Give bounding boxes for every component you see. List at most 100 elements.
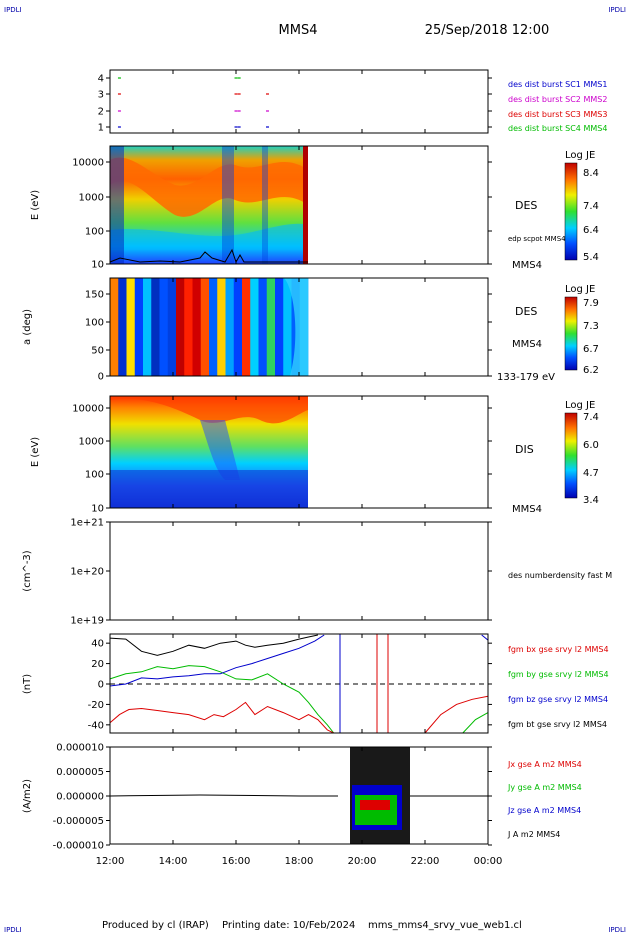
des-pitch-stripe (200, 278, 210, 376)
burst-y-tick-label: 4 (98, 74, 104, 85)
current-y-ticks: 0.000010 0.000005 0.000000 -0.000005 -0.0000… (53, 743, 492, 852)
density-y-tick-label: 1e+19 (70, 616, 104, 627)
panel-des-energy: 10 100 1000 10000 E (eV) DES edp scpot MMS4… (30, 145, 599, 271)
des-pitch-stripe (266, 278, 276, 376)
des-pitch-cbar-tick-0: 7.9 (583, 298, 599, 309)
legend-fgm-bz: fgm bz gse srvy l2 MMS4 (508, 695, 608, 704)
x-tick-label: 22:00 (411, 856, 440, 867)
legend-burst-sc1: des dist burst SC1 MMS1 (508, 80, 607, 89)
des-pitch-edge (284, 278, 308, 376)
fgm-series-line (109, 634, 319, 656)
panel-des-pitch: 0 50 100 150 a (deg) DES MMS4 133-179 eV Lo… (22, 277, 599, 383)
des-pitch-stripe (275, 278, 284, 376)
fgm-y-tick-label: -20 (88, 700, 104, 711)
des-pitch-stripe (134, 278, 144, 376)
legend-jz: Jz gse A m2 MMS4 (507, 806, 581, 815)
des-pitch-stripe (176, 278, 185, 376)
des-pitch-stripe (250, 278, 259, 376)
fgm-y-tick-label: 20 (91, 659, 104, 670)
des-energy-cbar-tick-0: 8.4 (583, 168, 599, 179)
fgm-series-line (424, 695, 489, 734)
current-baseline (109, 794, 338, 797)
legend-burst-sc2: des dist burst SC2 MMS2 (508, 95, 607, 104)
legend-density: des numberdensity fast M (508, 571, 612, 580)
des-pitch-y-tick-label: 100 (85, 318, 104, 329)
spacecraft-title: MMS4 (279, 23, 318, 38)
des-energy-colorbar (564, 162, 578, 261)
fgm-y-ticks: 40 20 0 -20 -40 (88, 639, 492, 731)
time-axis-labels: 12:00 14:00 16:00 18:00 20:00 22:00 00:00 (96, 70, 502, 867)
des-energy-y-tick-label: 1000 (79, 193, 104, 204)
legend-jy: Jy gse A m2 MMS4 (507, 783, 582, 792)
des-energy-stripe (262, 146, 268, 264)
des-pitch-stripe (151, 278, 160, 376)
datetime-title: 25/Sep/2018 12:00 (425, 23, 549, 38)
x-tick-label: 18:00 (285, 856, 314, 867)
dis-energy-sub-label: MMS4 (512, 504, 542, 515)
des-pitch-sub-label: MMS4 (512, 339, 542, 350)
des-energy-sub-label: MMS4 (512, 260, 542, 271)
dis-energy-colorbar-title: Log JE (565, 400, 595, 411)
corner-label-top-left: IPDLI (4, 6, 22, 14)
des-pitch-stripe (209, 278, 218, 376)
fgm-series-line (109, 634, 325, 687)
legend-burst-sc4: des dist burst SC4 MMS4 (508, 124, 607, 133)
des-pitch-stripe (217, 278, 226, 376)
des-energy-colorbar-title: Log JE (565, 150, 595, 161)
des-energy-y-tick-label: 10 (91, 260, 104, 271)
legend-fgm-bt: fgm bt gse srvy l2 MMS4 (508, 720, 607, 729)
current-ylabel: (A/m2) (22, 779, 33, 813)
des-pitch-stripe (143, 278, 152, 376)
dis-energy-y-ticks: 10 100 1000 10000 (72, 404, 492, 515)
dis-energy-colorbar (564, 412, 578, 499)
fgm-series-line (109, 701, 334, 734)
des-energy-y-tick-label: 100 (85, 227, 104, 238)
current-burst-red (360, 800, 390, 810)
legend-jx: Jx gse A m2 MMS4 (507, 760, 582, 769)
dis-energy-y-tick-label: 10000 (72, 404, 104, 415)
dis-energy-y-tick-label: 10 (91, 504, 104, 515)
current-y-tick-label: 0.000005 (56, 767, 104, 778)
des-pitch-stripe (258, 278, 268, 376)
dis-energy-y-tick-label: 1000 (79, 437, 104, 448)
density-y-ticks: 1e+19 1e+20 1e+21 (70, 518, 492, 627)
fgm-y-tick-label: 40 (91, 639, 104, 650)
burst-y-ticks: 1 2 3 4 (98, 74, 492, 134)
density-ylabel: (cm^-3) (22, 550, 33, 591)
des-energy-low-band (110, 223, 308, 250)
fgm-y-tick-label: 0 (98, 680, 104, 691)
des-pitch-stripe (225, 278, 235, 376)
dis-energy-low-band (110, 470, 308, 508)
des-pitch-cbar-tick-2: 6.7 (583, 344, 599, 355)
dis-energy-dip (200, 420, 240, 480)
des-pitch-ylabel: a (deg) (22, 309, 33, 345)
fgm-y-tick-label: -40 (88, 720, 104, 731)
des-pitch-stripe (233, 278, 243, 376)
current-y-tick-label: 0.000010 (56, 743, 104, 754)
burst-y-tick-label: 3 (98, 90, 104, 101)
des-energy-stripe (110, 146, 124, 264)
panel-current: 0.000010 0.000005 0.000000 -0.000005 -0.0000… (22, 70, 582, 867)
panel-fgm: 40 20 0 -20 -40 (nT) fgm bx gse srvy l2 MMS4… (22, 633, 609, 734)
des-pitch-cbar-tick-1: 7.3 (583, 321, 599, 332)
corner-label-bottom-right: IPDLI (608, 926, 626, 934)
panel-density: 1e+19 1e+20 1e+21 (cm^-3) des numberdensit… (22, 518, 612, 627)
dis-energy-ylabel: E (eV) (30, 437, 41, 467)
des-pitch-cbar-tick-3: 6.2 (583, 365, 599, 376)
des-energy-ylabel: E (eV) (30, 190, 41, 220)
panel-dis-energy: 10 100 1000 10000 E (eV) DIS MMS4 Log JE 7.… (30, 395, 599, 515)
dis-energy-y-tick-label: 100 (85, 470, 104, 481)
footer-produced: Produced by cl (IRAP) (102, 920, 209, 931)
des-pitch-stripe (126, 278, 136, 376)
fgm-lines (109, 634, 489, 734)
des-pitch-stripe (167, 278, 177, 376)
des-energy-cbar-tick-3: 5.4 (583, 252, 599, 263)
des-pitch-stripe (192, 278, 202, 376)
current-y-tick-label: -0.000010 (53, 841, 104, 852)
des-energy-stripe (222, 146, 234, 264)
des-pitch-stripe (283, 278, 292, 376)
footer-printing: Printing date: 10/Feb/2024 (222, 920, 355, 931)
des-energy-stripe (303, 146, 308, 264)
dis-energy-cbar-tick-3: 3.4 (583, 495, 599, 506)
